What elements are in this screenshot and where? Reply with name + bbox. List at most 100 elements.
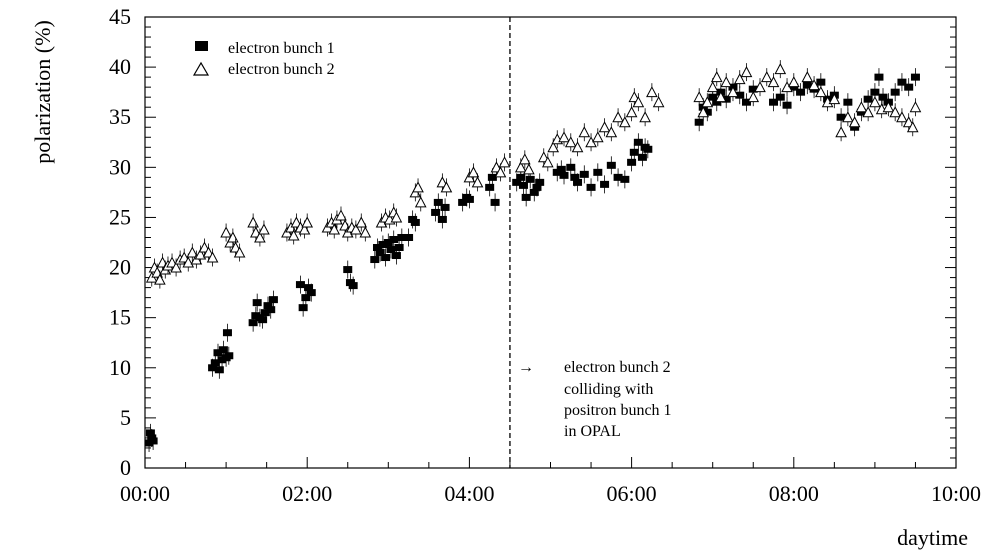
data-point-bunch-2	[287, 229, 300, 241]
data-point-bunch-2	[855, 101, 868, 113]
annotation-arrow: →	[518, 359, 534, 376]
data-point-bunch-1	[863, 95, 873, 103]
data-point-bunch-2	[471, 176, 484, 188]
data-point-bunch-2	[652, 96, 665, 108]
data-point-bunch-1	[343, 266, 353, 274]
data-point-bunch-2	[909, 101, 922, 113]
series-1	[144, 68, 920, 452]
data-point-bunch-1	[559, 171, 569, 179]
data-point-bunch-2	[440, 181, 453, 193]
data-point-bunch-1	[620, 175, 630, 183]
data-point-bunch-1	[694, 118, 704, 126]
annotation: → electron bunch 2 colliding with positr…	[518, 359, 672, 440]
data-point-bunch-2	[558, 131, 570, 143]
data-point-bunch-2	[710, 71, 723, 83]
data-point-bunch-2	[787, 76, 800, 88]
data-point-bunch-2	[747, 91, 760, 103]
y-tick-label: 30	[109, 154, 131, 179]
data-point-bunch-2	[564, 136, 577, 148]
data-point-bunch-1	[404, 233, 414, 241]
data-point-bunch-1	[782, 101, 792, 109]
data-point-bunch-1	[721, 95, 731, 103]
data-point-bunch-1	[637, 153, 647, 161]
data-point-bunch-2	[514, 161, 527, 173]
data-point-bunch-2	[467, 166, 480, 178]
y-tick-label: 20	[109, 255, 131, 280]
y-tick-label: 5	[120, 405, 131, 430]
data-point-bunch-1	[593, 168, 603, 176]
data-point-bunch-1	[213, 349, 223, 357]
data-point-bunch-1	[298, 304, 308, 312]
y-axis-title: polarization (%)	[30, 20, 55, 164]
data-point-bunch-1	[525, 175, 535, 183]
data-point-bunch-1	[741, 98, 751, 106]
axis-ticks	[144, 16, 957, 469]
data-point-bunch-2	[254, 231, 266, 243]
y-tick-label: 45	[109, 4, 131, 29]
data-point-bunch-2	[754, 81, 766, 93]
data-point-bunch-1	[556, 165, 566, 173]
data-point-bunch-1	[600, 180, 610, 188]
legend-label-electron-bunch-1: electron bunch 1	[228, 40, 335, 57]
data-point-bunch-2	[706, 81, 719, 93]
data-point-bunch-1	[252, 299, 262, 307]
data-point-bunch-2	[693, 91, 706, 103]
y-tick-label: 0	[120, 455, 131, 480]
data-point-bunch-2	[335, 209, 347, 221]
y-tick-label: 10	[109, 355, 131, 380]
data-point-bunch-1	[890, 88, 900, 96]
data-point-bunch-2	[760, 71, 773, 83]
data-point-bunch-1	[570, 173, 580, 181]
data-point-bunch-1	[224, 352, 234, 360]
data-point-bunch-1	[579, 170, 589, 178]
data-point-bunch-2	[632, 96, 645, 108]
annotation-line-3: positron bunch 1	[564, 402, 672, 419]
data-point-bunch-1	[521, 193, 531, 201]
data-point-bunch-1	[487, 173, 497, 181]
data-point-bunch-1	[389, 235, 399, 243]
data-point-bunch-2	[328, 223, 341, 235]
data-point-bunch-2	[701, 96, 714, 108]
data-point-bunch-1	[712, 98, 722, 106]
data-point-bunch-2	[258, 223, 270, 235]
data-point-bunch-2	[697, 106, 710, 118]
data-point-bunch-1	[295, 281, 305, 289]
data-point-bunch-1	[258, 316, 268, 324]
data-point-bunch-1	[306, 289, 316, 297]
data-point-bunch-1	[870, 88, 880, 96]
data-point-bunch-1	[431, 208, 441, 216]
data-point-bunch-1	[464, 195, 474, 203]
data-point-bunch-2	[835, 126, 847, 138]
data-point-bunch-2	[646, 86, 658, 98]
data-point-bunch-1	[440, 203, 450, 211]
legend: electron bunch 1 electron bunch 2	[192, 40, 335, 78]
data-point-bunch-2	[774, 63, 787, 75]
data-point-bunch-2	[605, 126, 618, 138]
data-point-bunch-2	[882, 101, 895, 113]
x-axis-title: daytime	[897, 525, 968, 550]
data-point-bunch-2	[206, 251, 219, 263]
data-point-bunch-2	[247, 216, 259, 228]
data-point-bunch-1	[529, 188, 539, 196]
data-point-bunch-2	[220, 226, 232, 238]
data-point-bunch-2	[828, 93, 841, 105]
data-point-bunch-1	[512, 178, 522, 186]
plot-frame	[144, 16, 957, 469]
data-point-bunch-2	[815, 86, 827, 98]
data-point-bunch-2	[619, 116, 631, 128]
data-point-bunch-2	[612, 111, 624, 123]
series-2	[145, 60, 922, 289]
data-point-bunch-2	[842, 111, 854, 123]
x-tick-label: 00:00	[120, 481, 170, 506]
data-point-bunch-1	[874, 73, 884, 81]
y-tick-labels: 0 5 10 15 20 25 30 35 40 45	[109, 4, 131, 480]
data-point-bunch-1	[145, 429, 155, 437]
data-point-bunch-2	[862, 106, 874, 118]
data-point-bunch-1	[383, 239, 393, 246]
data-point-bunch-1	[391, 252, 401, 260]
data-point-bunch-1	[735, 91, 745, 99]
annotation-line-4: in OPAL	[564, 423, 621, 440]
legend-label-electron-bunch-2: electron bunch 2	[228, 61, 335, 78]
data-point-bunch-1	[222, 329, 232, 337]
